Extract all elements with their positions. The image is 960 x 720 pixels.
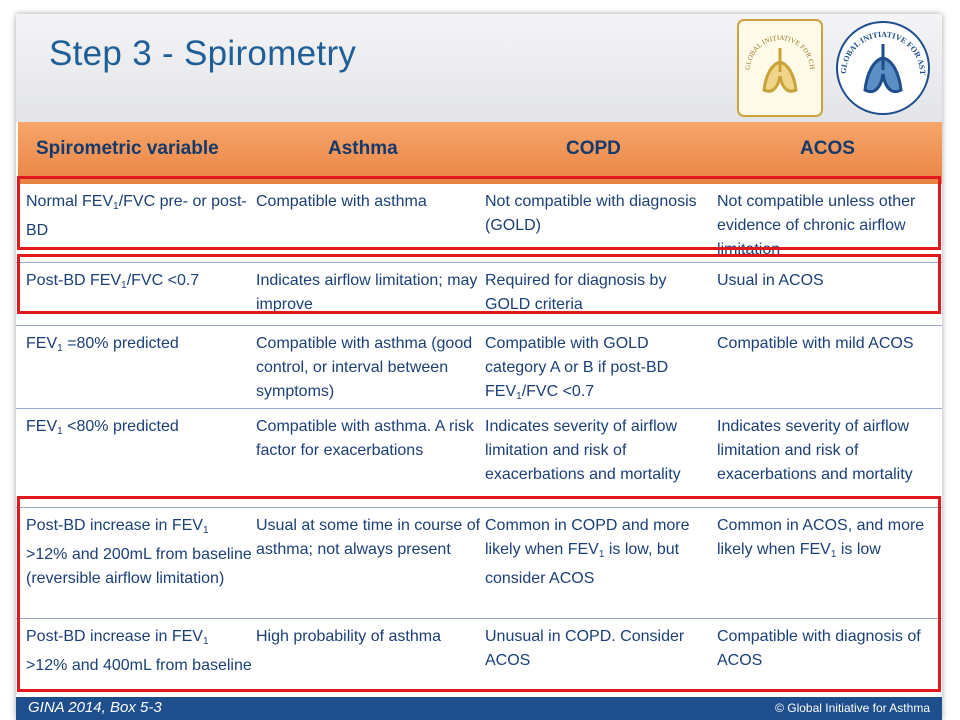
- cell-copd: Required for diagnosis by GOLD criteria: [485, 272, 667, 313]
- header-copd: COPD: [566, 138, 621, 159]
- table-row: Post-BD FEV1/FVC <0.7 Indicates airflow …: [16, 263, 942, 326]
- cell-copd: Unusual in COPD. Consider ACOS: [485, 628, 685, 669]
- cell-acos: Not compatible unless other evidence of …: [717, 193, 916, 258]
- cell-copd: Not compatible with diagnosis (GOLD): [485, 193, 697, 234]
- header-spirometric-variable: Spirometric variable: [36, 138, 219, 159]
- title-bar: Step 3 - Spirometry GLOBAL INITIATIVE FO…: [16, 14, 942, 122]
- table-row: Post-BD increase in FEV1 >12% and 400mL …: [16, 619, 942, 697]
- cell-variable: FEV1 <80% predicted: [26, 418, 179, 437]
- gold-logo: GLOBAL INITIATIVE FOR CHRONIC OBSTRUCTIV…: [734, 18, 823, 117]
- slide: Step 3 - Spirometry GLOBAL INITIATIVE FO…: [16, 14, 942, 720]
- header-acos: ACOS: [800, 138, 855, 159]
- cell-asthma: Compatible with asthma. A risk factor fo…: [256, 418, 474, 459]
- table-row: Post-BD increase in FEV1 >12% and 200mL …: [16, 508, 942, 619]
- cell-variable: Post-BD FEV1/FVC <0.7: [26, 272, 200, 291]
- table-header: Spirometric variable Asthma COPD ACOS: [18, 122, 942, 184]
- cell-variable: Post-BD increase in FEV1 >12% and 400mL …: [26, 628, 252, 674]
- cell-copd: Compatible with GOLD category A or B if …: [485, 335, 669, 402]
- cell-acos: Usual in ACOS: [717, 272, 824, 289]
- cell-copd: Common in COPD and more likely when FEV1…: [485, 517, 690, 587]
- cell-acos: Compatible with diagnosis of ACOS: [717, 628, 921, 669]
- cell-asthma: High probability of asthma: [256, 628, 441, 645]
- cell-copd: Indicates severity of airflow limitation…: [485, 418, 681, 483]
- footer-bar: GINA 2014, Box 5-3 © Global Initiative f…: [16, 697, 942, 720]
- source-citation: GINA 2014, Box 5-3: [28, 699, 162, 716]
- table-row: FEV1 <80% predicted Compatible with asth…: [16, 409, 942, 508]
- page-title: Step 3 - Spirometry: [49, 34, 357, 73]
- cell-acos: Common in ACOS, and more likely when FEV…: [717, 517, 925, 560]
- cell-acos: Indicates severity of airflow limitation…: [717, 418, 913, 483]
- cell-variable: Normal FEV1/FVC pre- or post-BD: [26, 193, 247, 239]
- copyright: © Global Initiative for Asthma: [775, 701, 930, 715]
- header-asthma: Asthma: [328, 138, 398, 159]
- cell-asthma: Compatible with asthma (good control, or…: [256, 335, 473, 400]
- cell-asthma: Compatible with asthma: [256, 193, 427, 210]
- table-row: Normal FEV1/FVC pre- or post-BD Compatib…: [16, 184, 942, 263]
- table-row: FEV1 =80% predicted Compatible with asth…: [16, 326, 942, 409]
- cell-asthma: Indicates airflow limitation; may improv…: [256, 272, 478, 313]
- cell-asthma: Usual at some time in course of asthma; …: [256, 517, 481, 558]
- gina-logo: GLOBAL INITIATIVE FOR ASTHMA: [834, 18, 930, 115]
- cell-variable: Post-BD increase in FEV1 >12% and 200mL …: [26, 517, 252, 587]
- cell-variable: FEV1 =80% predicted: [26, 335, 179, 354]
- cell-acos: Compatible with mild ACOS: [717, 335, 914, 352]
